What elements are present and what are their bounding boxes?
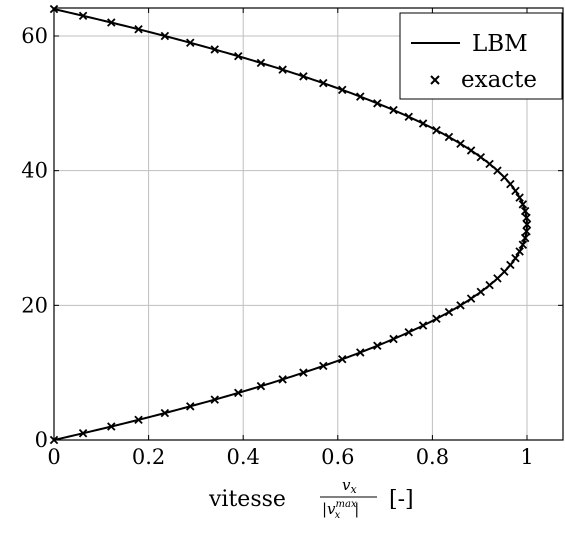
exacte-marker — [134, 415, 143, 425]
x-tick-label: 0.8 — [416, 445, 449, 469]
exacte-marker — [432, 126, 441, 135]
exacte-marker — [134, 25, 143, 34]
y-tick-label: 20 — [21, 293, 48, 317]
exacte-marker — [418, 119, 428, 128]
exacte-marker — [444, 307, 454, 317]
exacte-marker — [107, 422, 116, 431]
exacte-marker — [404, 112, 413, 122]
exacte-marker — [234, 51, 243, 61]
exacte-marker — [373, 341, 382, 350]
exacte-marker — [466, 294, 476, 303]
exacte-marker — [476, 152, 486, 162]
exacte-marker — [278, 65, 287, 74]
exacte-marker — [338, 85, 347, 95]
exacte-marker — [476, 287, 486, 297]
x-tick-label: 0.2 — [132, 445, 165, 469]
exacte-marker — [515, 247, 524, 256]
plot-frame — [53, 7, 564, 441]
exacte-marker — [160, 31, 170, 41]
exacte-marker — [456, 139, 465, 148]
exacte-marker — [515, 193, 524, 202]
exacte-marker — [404, 328, 413, 337]
exacte-marker — [485, 159, 494, 169]
exacte-marker — [456, 301, 465, 310]
exacte-marker — [186, 402, 195, 411]
tick-labels: 0 0.2 0.4 0.6 0.8 1 0 20 40 60 — [21, 24, 533, 469]
y-tick-label: 0 — [35, 428, 48, 452]
exacte-marker — [493, 274, 502, 283]
exacte-marker — [234, 388, 243, 398]
exacte-marker — [210, 45, 219, 54]
exacte-marker — [338, 354, 347, 364]
exacte-marker — [319, 78, 328, 88]
exacte-marker — [186, 38, 195, 47]
exacte-marker — [356, 92, 365, 101]
exacte-marker — [78, 429, 88, 438]
legend: LBM exacte — [399, 12, 563, 100]
legend-exacte-label: exacte — [461, 67, 537, 93]
exacte-marker — [160, 408, 170, 418]
legend-box — [399, 12, 563, 100]
exacte-marker — [210, 395, 219, 404]
exacte-marker — [520, 206, 530, 216]
exacte-marker — [506, 260, 515, 270]
exacte-marker — [389, 334, 398, 344]
y-tick-label: 60 — [21, 24, 48, 48]
x-axis-label-numerator: vx — [342, 476, 357, 496]
x-tick-label: 0 — [47, 445, 60, 469]
exacte-marker — [299, 72, 308, 81]
exacte-marker — [522, 227, 531, 236]
exacte-marker — [432, 314, 441, 324]
exacte-marker — [500, 173, 509, 182]
legend-lbm-label: LBM — [472, 31, 528, 57]
exacte-marker — [256, 381, 266, 391]
exacte-marker — [493, 166, 502, 175]
exacte-marker — [278, 375, 287, 384]
exacte-marker — [485, 280, 494, 290]
exacte-marker — [78, 11, 88, 21]
exacte-marker — [107, 18, 116, 27]
x-axis-label: vitesse vx |vmax x | [-] — [208, 476, 414, 521]
exacte-marker — [511, 253, 520, 263]
exacte-marker — [500, 267, 509, 276]
x-tick-label: 0.6 — [321, 445, 354, 469]
exacte-marker — [389, 105, 398, 115]
y-tick-label: 40 — [21, 159, 48, 183]
exacte-marker — [299, 368, 308, 377]
exacte-marker — [518, 200, 528, 209]
exacte-marker — [418, 321, 428, 330]
x-tick-label: 0.4 — [226, 445, 259, 469]
x-tick-label: 1 — [520, 445, 533, 469]
exacte-marker — [356, 348, 365, 357]
exacte-marker — [518, 240, 528, 249]
exacte-marker — [373, 99, 382, 108]
exacte-marker — [511, 186, 520, 196]
exacte-marker — [319, 361, 328, 371]
x-axis-label-unit: [-] — [389, 487, 414, 512]
exacte-marker — [466, 146, 476, 155]
legend-exacte-swatch — [430, 75, 440, 85]
exacte-marker — [522, 220, 532, 229]
exacte-marker — [444, 132, 454, 142]
exacte-marker — [256, 58, 266, 68]
exacte-marker — [520, 233, 530, 243]
x-axis-label-prefix: vitesse — [208, 487, 286, 512]
exacte-marker — [522, 213, 531, 223]
exacte-marker — [506, 179, 515, 189]
x-axis-label-denominator: |vmax x | — [322, 499, 359, 521]
